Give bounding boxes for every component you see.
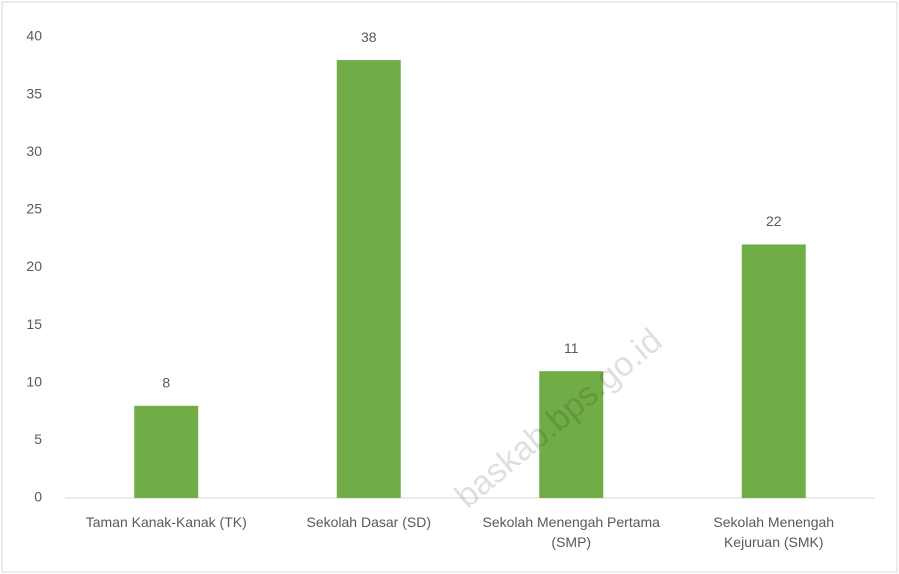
x-tick-label: Sekolah Dasar (SD) <box>306 514 432 530</box>
value-label: 22 <box>766 213 782 229</box>
value-label: 38 <box>361 29 377 45</box>
x-tick-label: Taman Kanak-Kanak (TK) <box>85 514 247 530</box>
y-tick-label: 20 <box>26 258 42 274</box>
y-tick-label: 35 <box>26 85 42 101</box>
bar <box>336 60 401 499</box>
y-tick-label: 25 <box>26 201 42 217</box>
value-label: 11 <box>564 340 579 356</box>
y-tick-label: 15 <box>26 316 42 332</box>
bar <box>741 244 806 498</box>
bar <box>134 405 199 498</box>
y-tick-label: 0 <box>34 489 42 505</box>
y-tick-label: 30 <box>26 143 42 159</box>
x-tick-label: Sekolah Menengah Kejuruan (SMK) <box>713 514 835 550</box>
x-tick-label: Sekolah Menengah Pertama (SMP) <box>482 514 660 550</box>
bar <box>539 371 604 498</box>
y-tick-label: 5 <box>34 431 42 447</box>
y-tick-label: 40 <box>26 28 42 44</box>
y-tick-label: 10 <box>26 373 42 389</box>
value-label: 8 <box>162 375 170 391</box>
